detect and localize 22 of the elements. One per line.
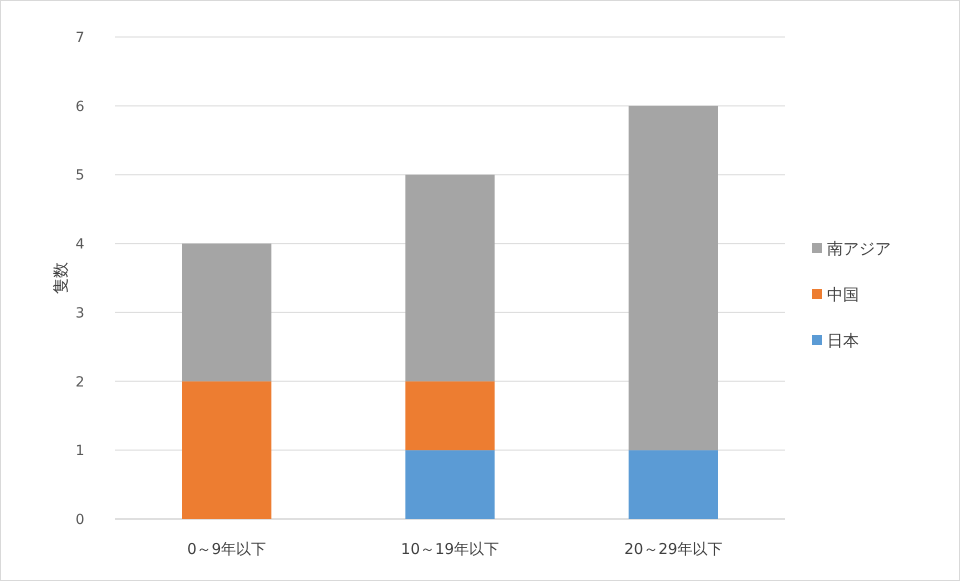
x-tick-label: 20～29年以下 [624,540,722,558]
y-tick-label: 5 [76,168,84,184]
bar [405,381,495,450]
y-tick-label: 1 [76,443,84,460]
bar [405,174,495,382]
y-tick-label: 7 [76,30,84,46]
bar [628,106,718,450]
bar [405,450,495,519]
y-tick-label: 2 [76,374,84,390]
bar [182,381,272,519]
legend-label: 南アジア [827,239,891,258]
legend-label: 中国 [827,285,859,304]
bar [628,450,718,519]
legend-label: 日本 [827,331,859,350]
y-tick-label: 3 [76,305,84,322]
bar [182,244,272,382]
y-axis-title: 隻数 [51,262,70,294]
y-tick-label: 6 [76,98,85,115]
y-tick-label: 0 [76,512,84,528]
x-tick-label: 10～19年以下 [400,540,500,558]
y-tick-label: 4 [76,236,85,253]
x-tick-label: 0～9年以下 [187,540,266,558]
